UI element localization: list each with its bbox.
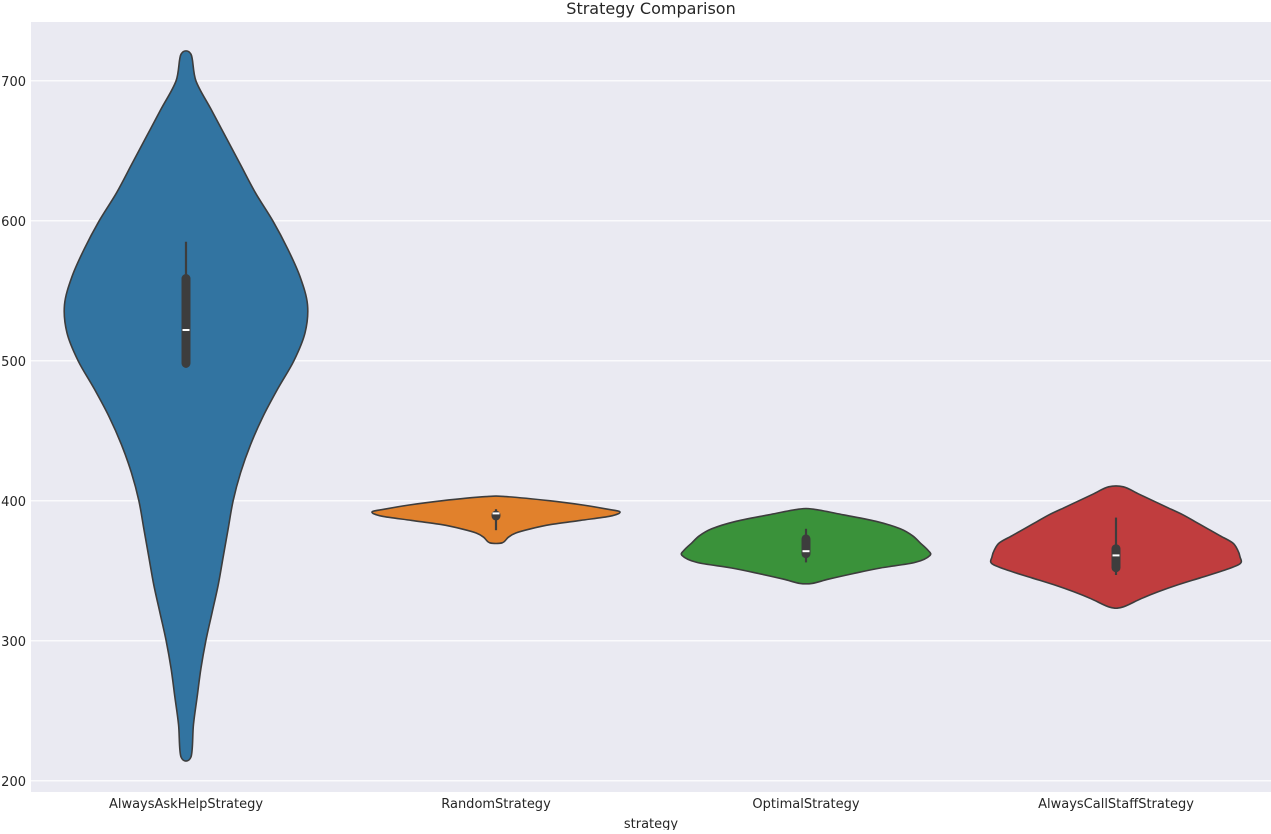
x-tick-label: AlwaysCallStaffStrategy [1038,797,1194,812]
y-tick-label: 600 [1,215,26,230]
y-tick-label: 200 [1,775,26,790]
violin-iqr-box [181,274,191,368]
y-tick-label: 500 [1,355,26,370]
x-axis-label: strategy [624,817,679,830]
x-tick-label: OptimalStrategy [752,797,859,812]
x-tick-labels: AlwaysAskHelpStrategy RandomStrategy Optim… [109,797,1194,812]
y-tick-label: 400 [1,495,26,510]
box-layer [181,241,1121,575]
y-tick-label: 300 [1,635,26,650]
x-tick-label: AlwaysAskHelpStrategy [109,797,263,812]
violin-iqr-box [491,510,501,521]
y-tick-label: 700 [1,75,26,90]
y-tick-labels: 200 300 400 500 600 700 [1,75,26,790]
x-tick-label: RandomStrategy [441,797,551,812]
chart-title: Strategy Comparison [566,0,735,18]
violin-body [63,50,309,762]
violin-iqr-box [1111,544,1121,573]
violin-iqr-box [801,534,811,559]
